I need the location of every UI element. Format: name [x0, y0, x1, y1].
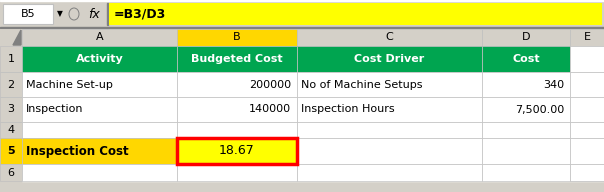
Text: Cost Driver: Cost Driver: [355, 54, 425, 64]
Bar: [0, 97, 22, 122]
Bar: [0, 0, 604, 1]
Bar: [177, 72, 297, 97]
Bar: [3, 4, 53, 24]
Bar: [0, 138, 22, 164]
Bar: [22, 138, 177, 164]
Text: 2: 2: [7, 79, 14, 89]
Bar: [570, 164, 604, 181]
Text: Machine Set-up: Machine Set-up: [26, 79, 113, 89]
Text: 5: 5: [7, 146, 15, 156]
Bar: [570, 29, 604, 46]
Ellipse shape: [69, 8, 79, 20]
Bar: [177, 164, 297, 181]
Bar: [570, 122, 604, 138]
Bar: [570, 72, 604, 97]
Bar: [0, 164, 22, 181]
Text: 340: 340: [543, 79, 564, 89]
Text: B5: B5: [21, 9, 35, 19]
Bar: [177, 138, 297, 164]
Bar: [0, 0, 604, 28]
Bar: [570, 122, 604, 138]
Bar: [482, 46, 570, 72]
Bar: [297, 122, 482, 138]
Text: ▼: ▼: [57, 9, 63, 18]
Bar: [0, 122, 22, 138]
Bar: [297, 97, 482, 122]
Bar: [297, 29, 482, 46]
Text: Activity: Activity: [76, 54, 123, 64]
Text: 3: 3: [7, 104, 14, 114]
Bar: [570, 138, 604, 164]
Text: 1: 1: [7, 54, 14, 64]
Bar: [0, 29, 604, 181]
Text: B: B: [233, 32, 241, 42]
Bar: [0, 27, 604, 28]
Text: Inspection Cost: Inspection Cost: [26, 145, 129, 157]
Bar: [297, 46, 482, 72]
Bar: [22, 72, 177, 97]
Text: fx: fx: [88, 7, 100, 21]
Bar: [570, 164, 604, 181]
Bar: [482, 72, 570, 97]
Bar: [22, 122, 177, 138]
Text: Inspection Hours: Inspection Hours: [301, 104, 394, 114]
Text: 6: 6: [7, 167, 14, 177]
Text: 4: 4: [7, 125, 14, 135]
Text: 7,500.00: 7,500.00: [515, 104, 564, 114]
Text: =B3/D3: =B3/D3: [114, 7, 166, 21]
Bar: [22, 46, 177, 72]
Bar: [177, 138, 297, 164]
Bar: [570, 97, 604, 122]
Bar: [107, 3, 108, 25]
Bar: [177, 46, 297, 72]
Text: A: A: [95, 32, 103, 42]
Text: 140000: 140000: [249, 104, 291, 114]
Bar: [0, 29, 22, 46]
Bar: [297, 164, 482, 181]
Polygon shape: [13, 30, 21, 45]
Bar: [482, 122, 570, 138]
Bar: [177, 97, 297, 122]
Text: E: E: [583, 32, 591, 42]
Bar: [0, 72, 22, 97]
Bar: [177, 29, 297, 46]
Text: C: C: [385, 32, 393, 42]
Bar: [177, 122, 297, 138]
Bar: [22, 29, 177, 46]
Bar: [0, 46, 22, 72]
Bar: [22, 97, 177, 122]
Text: 200000: 200000: [249, 79, 291, 89]
Bar: [482, 138, 570, 164]
Text: Budgeted Cost: Budgeted Cost: [191, 54, 283, 64]
Text: No of Machine Setups: No of Machine Setups: [301, 79, 423, 89]
Bar: [482, 97, 570, 122]
Bar: [22, 46, 604, 181]
Bar: [109, 3, 602, 25]
Bar: [570, 46, 604, 72]
Bar: [297, 138, 482, 164]
Bar: [297, 72, 482, 97]
Text: Cost: Cost: [512, 54, 540, 64]
Bar: [22, 164, 177, 181]
Bar: [482, 29, 570, 46]
Bar: [482, 164, 570, 181]
Text: 18.67: 18.67: [219, 145, 255, 157]
Text: D: D: [522, 32, 530, 42]
Text: Inspection: Inspection: [26, 104, 83, 114]
